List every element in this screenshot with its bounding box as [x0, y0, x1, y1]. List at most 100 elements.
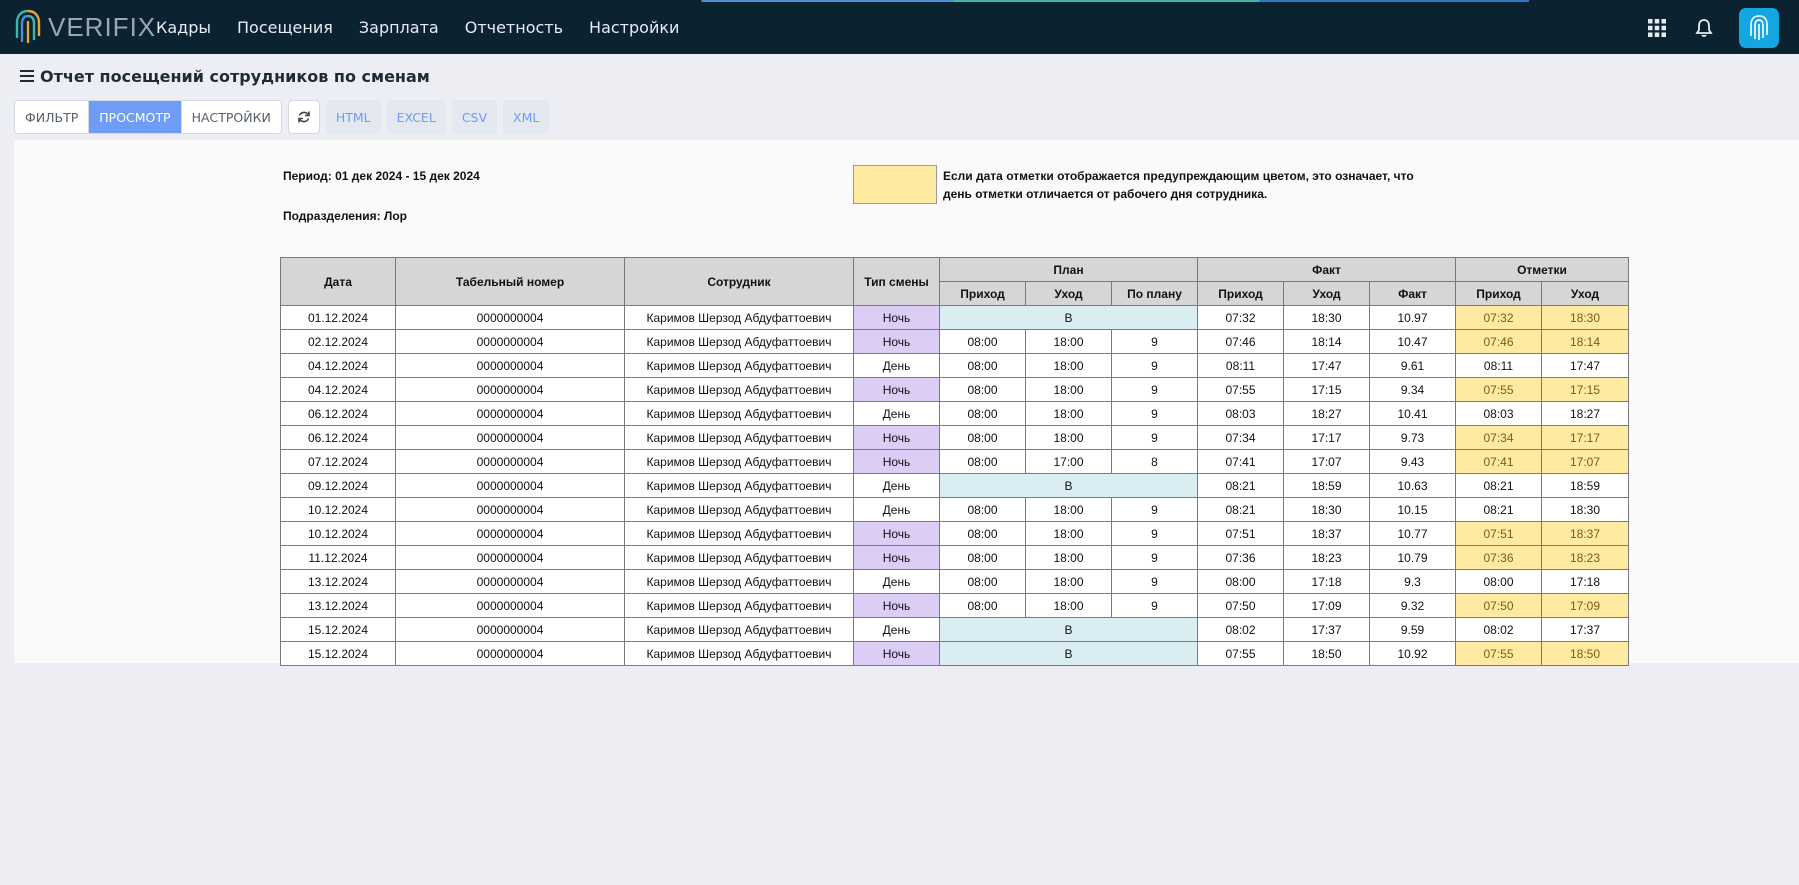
- cell-fact-out: 18:30: [1283, 497, 1370, 522]
- cell-date: 04.12.2024: [280, 377, 396, 402]
- cell-employee: Каримов Шерзод Абдуфаттоевич: [624, 329, 854, 354]
- cell-date: 11.12.2024: [280, 545, 396, 570]
- cell-tab-number: 0000000004: [395, 329, 625, 354]
- cell-mark-out: 18:30: [1541, 497, 1629, 522]
- topbar-accent-line: [0, 0, 1799, 2]
- cell-mark-in: 07:36: [1455, 545, 1542, 570]
- cell-plan-out: 17:00: [1025, 449, 1112, 474]
- table-row: 15.12.2024 0000000004 Каримов Шерзод Абдуф…: [280, 641, 1629, 666]
- cell-mark-in: 07:41: [1455, 449, 1542, 474]
- cell-plan-in: 08:00: [939, 401, 1026, 426]
- cell-plan-in: 08:00: [939, 569, 1026, 594]
- export-csv-button[interactable]: CSV: [451, 100, 498, 134]
- cell-plan-day-off: В: [939, 617, 1198, 642]
- cell-fact-in: 08:00: [1197, 569, 1284, 594]
- cell-tab-number: 0000000004: [395, 617, 625, 642]
- export-xml-button[interactable]: XML: [503, 100, 550, 134]
- cell-fact-out: 18:27: [1283, 401, 1370, 426]
- col-header-planned-hours: По плану: [1111, 281, 1198, 306]
- cell-date: 10.12.2024: [280, 521, 396, 546]
- cell-date: 09.12.2024: [280, 473, 396, 498]
- cell-shift-type: Ночь: [853, 593, 940, 618]
- cell-fact-hours: 9.3: [1369, 569, 1456, 594]
- cell-fact-out: 18:37: [1283, 521, 1370, 546]
- cell-fact-hours: 9.61: [1369, 353, 1456, 378]
- cell-tab-number: 0000000004: [395, 449, 625, 474]
- col-header-fact-hours: Факт: [1369, 281, 1456, 306]
- table-row: 10.12.2024 0000000004 Каримов Шерзод Абдуф…: [280, 521, 1629, 546]
- tab-settings[interactable]: НАСТРОЙКИ: [191, 109, 271, 125]
- cell-shift-type: Ночь: [853, 449, 940, 474]
- cell-fact-in: 08:21: [1197, 497, 1284, 522]
- nav-item-poseshcheniya[interactable]: Посещения: [237, 17, 333, 37]
- cell-shift-type: Ночь: [853, 545, 940, 570]
- tab-filter[interactable]: ФИЛЬТР: [15, 101, 90, 133]
- cell-mark-out: 17:09: [1541, 593, 1629, 618]
- nav-item-nastroyki[interactable]: Настройки: [589, 17, 680, 37]
- cell-plan-in: 08:00: [939, 497, 1026, 522]
- cell-plan-in: 08:00: [939, 377, 1026, 402]
- apps-grid-icon[interactable]: [1645, 16, 1669, 40]
- cell-mark-out: 18:30: [1541, 305, 1629, 330]
- cell-mark-out: 18:59: [1541, 473, 1629, 498]
- nav-item-zarplata[interactable]: Зарплата: [358, 17, 439, 37]
- cell-fact-hours: 9.34: [1369, 377, 1456, 402]
- cell-fact-out: 18:30: [1283, 305, 1370, 330]
- table-row: 13.12.2024 0000000004 Каримов Шерзод Абдуф…: [280, 569, 1629, 594]
- fingerprint-logo-icon: [15, 9, 41, 43]
- cell-mark-in: 08:02: [1455, 617, 1542, 642]
- cell-shift-type: Ночь: [853, 425, 940, 450]
- refresh-button[interactable]: [287, 100, 320, 134]
- cell-fact-out: 17:17: [1283, 425, 1370, 450]
- cell-fact-in: 07:51: [1197, 521, 1284, 546]
- cell-employee: Каримов Шерзод Абдуфаттоевич: [624, 473, 854, 498]
- table-row: 09.12.2024 0000000004 Каримов Шерзод Абдуф…: [280, 473, 1629, 498]
- cell-fact-in: 07:50: [1197, 593, 1284, 618]
- warning-legend-text: Если дата отметки отображается предупреж…: [943, 169, 1414, 201]
- cell-fact-hours: 9.32: [1369, 593, 1456, 618]
- cell-tab-number: 0000000004: [395, 569, 625, 594]
- cell-plan-in: 08:00: [939, 521, 1026, 546]
- cell-fact-hours: 10.92: [1369, 641, 1456, 666]
- cell-plan-in: 08:00: [939, 449, 1026, 474]
- cell-plan-out: 18:00: [1025, 521, 1112, 546]
- cell-plan-out: 18:00: [1025, 401, 1112, 426]
- cell-fact-in: 07:46: [1197, 329, 1284, 354]
- cell-fact-out: 17:15: [1283, 377, 1370, 402]
- cell-shift-type: День: [853, 473, 940, 498]
- logo[interactable]: VERIFIX: [14, 8, 156, 46]
- cell-date: 02.12.2024: [280, 329, 396, 354]
- cell-employee: Каримов Шерзод Абдуфаттоевич: [624, 521, 854, 546]
- table-row: 07.12.2024 0000000004 Каримов Шерзод Абдуф…: [280, 449, 1629, 474]
- main-nav: Кадры Посещения Зарплата Отчетность Наст…: [156, 0, 705, 54]
- cell-mark-in: 08:21: [1455, 497, 1542, 522]
- cell-fact-out: 18:23: [1283, 545, 1370, 570]
- cell-date: 01.12.2024: [280, 305, 396, 330]
- bell-icon[interactable]: [1692, 16, 1716, 40]
- cell-fact-hours: 10.97: [1369, 305, 1456, 330]
- cell-fact-hours: 9.73: [1369, 425, 1456, 450]
- export-excel-button[interactable]: EXCEL: [386, 100, 446, 134]
- cell-planned-hours: 9: [1111, 425, 1198, 450]
- cell-mark-out: 17:17: [1541, 425, 1629, 450]
- export-html-button[interactable]: HTML: [325, 100, 381, 134]
- cell-mark-in: 07:55: [1455, 641, 1542, 666]
- cell-mark-in: 08:03: [1455, 401, 1542, 426]
- cell-tab-number: 0000000004: [395, 545, 625, 570]
- tab-view[interactable]: ПРОСМОТР: [89, 101, 182, 133]
- cell-employee: Каримов Шерзод Абдуфаттоевич: [624, 593, 854, 618]
- cell-date: 13.12.2024: [280, 593, 396, 618]
- report-view: Период: 01 дек 2024 - 15 дек 2024 Подраз…: [14, 140, 1799, 666]
- cell-fact-in: 07:41: [1197, 449, 1284, 474]
- nav-item-otchetnost[interactable]: Отчетность: [464, 17, 564, 37]
- cell-fact-out: 17:09: [1283, 593, 1370, 618]
- cell-plan-in: 08:00: [939, 425, 1026, 450]
- hamburger-menu-icon[interactable]: [20, 70, 34, 82]
- cell-mark-in: 08:21: [1455, 473, 1542, 498]
- logo-text: VERIFIX: [48, 11, 157, 42]
- user-avatar-fingerprint-icon[interactable]: [1739, 8, 1779, 48]
- nav-item-kadry[interactable]: Кадры: [156, 17, 212, 37]
- cell-mark-out: 17:15: [1541, 377, 1629, 402]
- col-header-plan-in: Приход: [939, 281, 1026, 306]
- cell-date: 15.12.2024: [280, 617, 396, 642]
